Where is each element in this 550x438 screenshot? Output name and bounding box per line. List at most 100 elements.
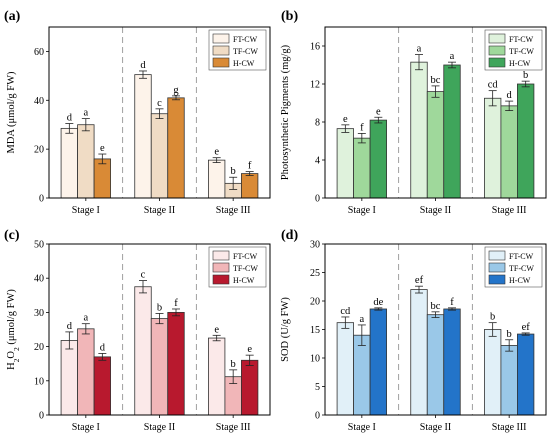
legend-swatch: [212, 45, 230, 56]
significance-label: a: [83, 108, 88, 119]
bar: [208, 159, 226, 199]
significance-label: a: [417, 44, 422, 55]
legend-swatch: [488, 57, 506, 68]
legend-label: FT-CW: [509, 252, 534, 261]
legend-swatch: [212, 274, 230, 285]
panel-letter: (a): [4, 9, 21, 24]
panel-letter: (c): [4, 228, 20, 243]
significance-label: d: [67, 112, 73, 123]
bar: [353, 137, 371, 199]
x-tick-label: Stage II: [420, 205, 451, 216]
bar: [93, 158, 111, 199]
bar: [336, 128, 354, 199]
significance-label: ef: [415, 275, 424, 286]
y-tick-label: 60: [34, 47, 44, 58]
legend-swatch: [212, 262, 230, 273]
legend: FT-CW TF-CW H-CW: [484, 246, 543, 288]
bar: [60, 127, 78, 199]
legend-label: H-CW: [233, 59, 255, 68]
bar: [426, 91, 445, 199]
bar: [517, 333, 535, 416]
legend-swatch: [488, 274, 506, 285]
plot-frame: [324, 26, 547, 199]
legend-swatch: [212, 57, 230, 68]
legend-swatch: [488, 250, 506, 261]
legend: FT-CW TF-CW H-CW: [208, 246, 267, 288]
bar: [500, 105, 518, 199]
y-tick-label: 10: [310, 354, 320, 365]
bar: [443, 64, 461, 199]
significance-label: b: [523, 70, 528, 81]
legend-label: TF-CW: [233, 264, 258, 273]
legend-label: H-CW: [509, 276, 531, 285]
y-tick-label: 40: [34, 96, 44, 107]
plot-frame: [48, 26, 271, 199]
significance-label: f: [450, 297, 454, 308]
legend-swatch: [212, 33, 230, 44]
significance-label: b: [231, 359, 236, 370]
bar: [517, 83, 535, 199]
bar: [426, 314, 445, 416]
bar: [60, 340, 78, 416]
significance-label: e: [214, 147, 219, 158]
bar: [167, 97, 185, 199]
y-axis-title: SOD (U/g FW): [280, 297, 291, 362]
y-tick-label: 20: [34, 342, 44, 353]
significance-label: b: [507, 329, 512, 340]
x-tick-label: Stage II: [144, 422, 175, 433]
x-tick-label: Stage I: [348, 205, 376, 216]
bar: [134, 286, 152, 416]
bar: [134, 74, 152, 199]
y-tick-label: 0: [39, 194, 44, 205]
bar: [93, 356, 111, 416]
legend-label: FT-CW: [509, 35, 534, 44]
x-tick-label: Stage I: [72, 422, 100, 433]
x-tick-label: Stage III: [492, 422, 527, 433]
significance-label: e: [100, 143, 105, 154]
x-tick-label: Stage I: [72, 205, 100, 216]
bar: [484, 329, 502, 416]
significance-label: b: [490, 312, 495, 323]
legend-swatch: [488, 45, 506, 56]
legend-swatch: [212, 250, 230, 261]
significance-label: d: [507, 90, 513, 101]
bar: [167, 311, 185, 416]
bar: [77, 328, 95, 416]
bar: [443, 308, 461, 416]
y-tick-label: 15: [310, 325, 320, 336]
significance-label: cd: [488, 80, 499, 91]
x-tick-label: Stage II: [144, 205, 175, 216]
y-tick-label: 20: [310, 297, 320, 308]
legend-swatch: [488, 262, 506, 273]
significance-label: f: [248, 161, 252, 172]
significance-label: a: [83, 313, 88, 324]
y-tick-label: 25: [310, 268, 320, 279]
y-tick-label: 16: [310, 42, 320, 53]
bar: [369, 308, 387, 416]
significance-label: d: [100, 342, 106, 353]
y-axis-title: Photosynthetic Pigments (mg/g): [280, 44, 291, 180]
significance-label: a: [359, 314, 364, 325]
x-tick-label: Stage III: [492, 205, 527, 216]
y-tick-label: 0: [315, 194, 320, 205]
bar: [410, 289, 428, 416]
y-tick-label: 0: [315, 411, 320, 422]
y-axis-title: H2O2 (μmol/g FW): [6, 289, 21, 370]
significance-label: bc: [431, 301, 441, 312]
bar: [150, 113, 169, 199]
legend: FT-CW TF-CW H-CW: [484, 29, 543, 71]
y-tick-label: 5: [315, 382, 320, 393]
legend: FT-CW TF-CW H-CW: [208, 29, 267, 71]
legend-label: TF-CW: [233, 47, 258, 56]
significance-label: d: [140, 60, 146, 71]
bar: [410, 61, 428, 199]
significance-label: bc: [431, 75, 441, 86]
y-tick-label: 10: [34, 376, 44, 387]
y-tick-label: 8: [315, 118, 320, 129]
plot-frame: [48, 243, 271, 416]
significance-label: ef: [522, 322, 531, 333]
significance-label: e: [343, 114, 348, 125]
